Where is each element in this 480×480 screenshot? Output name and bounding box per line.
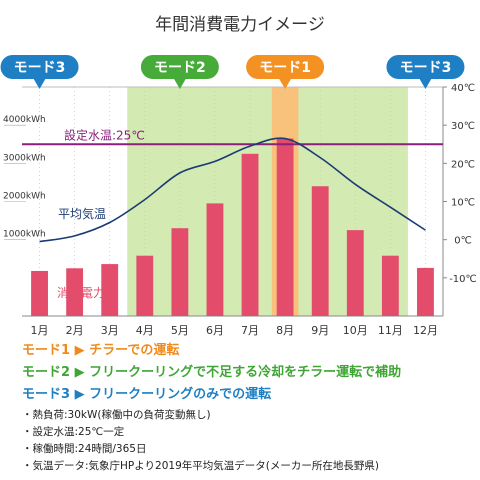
mode-badge-pointer — [278, 77, 293, 89]
energy-bar — [346, 230, 364, 316]
temperature-line — [39, 137, 426, 243]
mode-badge — [386, 55, 465, 79]
right-tick-label: 20℃ — [451, 159, 475, 170]
month-label: 4月 — [136, 324, 154, 337]
mode-badge-label: モード3 — [400, 60, 452, 76]
note-water-temp: ・設定水温:25℃一定 — [22, 426, 125, 438]
note-heat-load: ・熱負荷:30kW(稼働中の負荷変動無し) — [22, 409, 211, 421]
right-tick-label: 40℃ — [451, 83, 475, 94]
energy-temperature-chart: 年間消費電力イメージ 1000kWh 2000kWh 3000kWh 4000kWh 40… — [0, 15, 477, 337]
month-label: 1月 — [31, 324, 49, 337]
mode-badge-pointer — [32, 77, 47, 89]
month-label: 8月 — [276, 324, 294, 337]
month-label: 12月 — [413, 324, 438, 337]
mode-badge-pointer — [418, 77, 433, 89]
mode-badge — [140, 55, 219, 79]
chart-title: 年間消費電力イメージ — [155, 15, 325, 35]
energy-bar — [241, 153, 259, 316]
mode-badge-label: モード1 — [259, 60, 311, 76]
month-label: 2月 — [66, 324, 84, 337]
mode-badge-label: モード3 — [14, 60, 66, 76]
note-operating-hours: ・稼働時間:24時間/365日 — [22, 443, 147, 455]
energy-bar — [381, 255, 399, 316]
left-tick-label: 4000kWh — [3, 115, 46, 125]
month-label: 10月 — [343, 324, 368, 337]
energy-bar — [311, 186, 329, 316]
energy-bar — [101, 264, 119, 316]
mode-badge-pointer — [172, 77, 187, 89]
energy-bar — [417, 267, 434, 316]
mode-badge — [246, 55, 325, 79]
mode-band-1 — [127, 87, 408, 316]
energy-series-label: 消費電力量 — [57, 285, 117, 300]
month-label: 9月 — [311, 324, 329, 337]
energy-bar — [276, 138, 294, 316]
month-label: 6月 — [206, 324, 224, 337]
temperature-series-label: 平均気温 — [58, 206, 106, 221]
right-tick-label: -10℃ — [449, 274, 477, 285]
note-weather-data: ・気温データ:気象庁HPより2019年平均気温データ(メーカー所在地長野県) — [22, 460, 379, 472]
legend-mode2: モード2 ▶ フリークーリングで不足する冷却をチラー運転で補助 — [22, 365, 402, 380]
mode-badge — [0, 55, 79, 79]
left-tick-label: 1000kWh — [3, 230, 46, 240]
mode-badge-label: モード2 — [154, 60, 206, 76]
left-tick-label: 2000kWh — [3, 192, 46, 202]
left-tick-label: 3000kWh — [3, 153, 46, 163]
energy-bar — [136, 255, 154, 316]
energy-bar — [171, 228, 189, 316]
setpoint-label: 設定水温:25℃ — [64, 127, 145, 142]
right-tick-label: 30℃ — [451, 121, 475, 132]
legend-mode1: モード1 ▶ チラーでの運転 — [22, 343, 180, 358]
right-tick-label: 10℃ — [451, 198, 475, 209]
energy-bar — [31, 270, 48, 316]
legend-mode3: モード3 ▶ フリークーリングのみでの運転 — [22, 387, 272, 402]
right-tick-label: 0℃ — [454, 236, 472, 247]
energy-bar — [206, 203, 224, 316]
energy-bar — [66, 268, 84, 316]
month-label: 5月 — [171, 324, 189, 337]
month-label: 3月 — [101, 324, 119, 337]
month-label: 7月 — [241, 324, 259, 337]
month-label: 11月 — [378, 324, 403, 337]
